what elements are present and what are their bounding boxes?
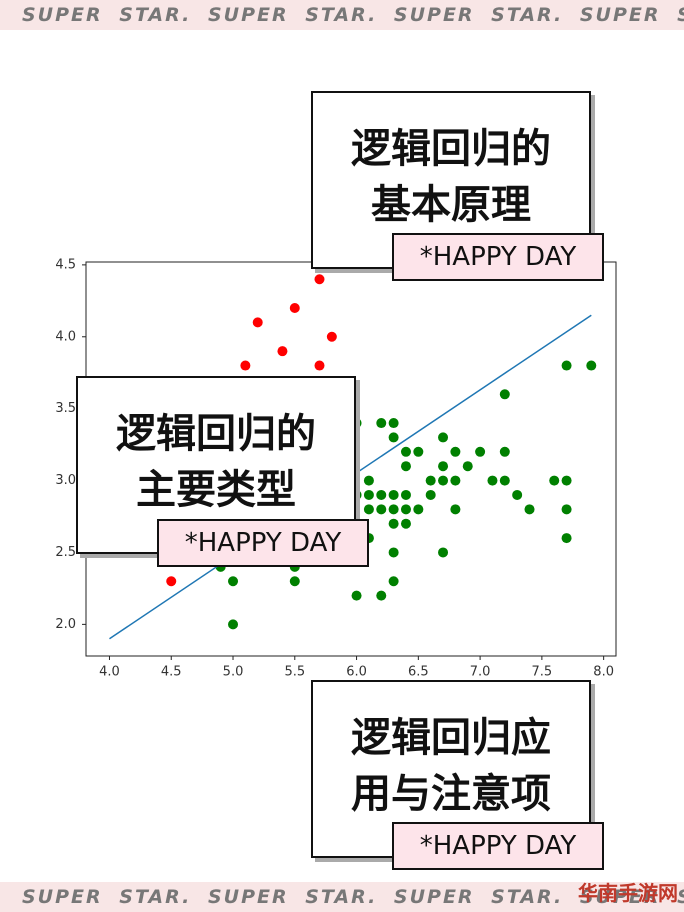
point: [388, 432, 399, 443]
x-tick-label: 4.5: [161, 665, 182, 680]
point: [438, 461, 449, 472]
point: [462, 461, 473, 472]
point: [450, 475, 461, 486]
point: [376, 489, 387, 500]
x-tick-label: 5.5: [284, 665, 305, 680]
point: [524, 504, 535, 515]
point: [388, 576, 399, 587]
x-tick-label: 6.0: [346, 665, 367, 680]
point: [425, 489, 436, 500]
y-tick-label: 4.5: [55, 257, 76, 272]
point: [400, 461, 411, 472]
point: [388, 518, 399, 529]
point: [561, 360, 572, 371]
card-title: 主要类型: [136, 467, 296, 513]
point: [376, 418, 387, 429]
point: [363, 489, 374, 500]
point: [314, 360, 325, 371]
card-tag: *HAPPY DAY: [392, 233, 604, 281]
point: [561, 533, 572, 544]
card-title: 基本原理: [371, 182, 531, 228]
card-tag: *HAPPY DAY: [157, 519, 369, 567]
point: [314, 274, 325, 285]
point: [228, 619, 239, 630]
point: [388, 489, 399, 500]
y-tick-label: 3.5: [55, 401, 76, 416]
point: [388, 547, 399, 558]
point: [438, 475, 449, 486]
x-tick-label: 8.0: [593, 665, 614, 680]
card-tag: *HAPPY DAY: [392, 822, 604, 870]
point: [512, 489, 523, 500]
point: [400, 504, 411, 515]
point: [561, 504, 572, 515]
x-tick-label: 7.5: [532, 665, 553, 680]
point: [499, 389, 510, 400]
point: [240, 360, 251, 371]
point: [228, 576, 239, 587]
point: [475, 446, 486, 457]
point: [388, 504, 399, 515]
point: [425, 475, 436, 486]
point: [438, 547, 449, 558]
point: [413, 446, 424, 457]
point: [549, 475, 560, 486]
point: [289, 576, 300, 587]
point: [400, 446, 411, 457]
point: [450, 504, 461, 515]
point: [351, 590, 362, 601]
y-tick-label: 2.0: [55, 617, 76, 632]
point: [166, 576, 177, 587]
point: [326, 331, 337, 342]
bottom-banner: SUPER STAR. SUPER STAR. SUPER STAR. SUPE…: [0, 882, 684, 912]
point: [363, 504, 374, 515]
point: [400, 489, 411, 500]
point: [400, 518, 411, 529]
point: [277, 346, 288, 357]
point: [413, 504, 424, 515]
point: [363, 475, 374, 486]
y-tick-label: 4.0: [55, 329, 76, 344]
point: [586, 360, 597, 371]
point: [388, 418, 399, 429]
point: [289, 303, 300, 314]
point: [487, 475, 498, 486]
y-tick-label: 3.0: [55, 473, 76, 488]
x-tick-label: 6.5: [408, 665, 429, 680]
point: [561, 475, 572, 486]
watermark: 华南手游网: [578, 881, 678, 905]
point: [376, 590, 387, 601]
top-banner: SUPER STAR. SUPER STAR. SUPER STAR. SUPE…: [0, 0, 684, 30]
point: [252, 317, 263, 328]
point: [438, 432, 449, 443]
point: [499, 475, 510, 486]
card-title: 逻辑回归的: [116, 411, 316, 457]
card-title: 逻辑回归的: [351, 126, 551, 172]
x-tick-label: 5.0: [223, 665, 244, 680]
card-title: 用与注意项: [351, 771, 551, 817]
point: [499, 446, 510, 457]
x-tick-label: 7.0: [470, 665, 491, 680]
point: [376, 504, 387, 515]
x-tick-label: 4.0: [99, 665, 120, 680]
point: [450, 446, 461, 457]
card-title: 逻辑回归应: [351, 715, 551, 761]
y-tick-label: 2.5: [55, 545, 76, 560]
